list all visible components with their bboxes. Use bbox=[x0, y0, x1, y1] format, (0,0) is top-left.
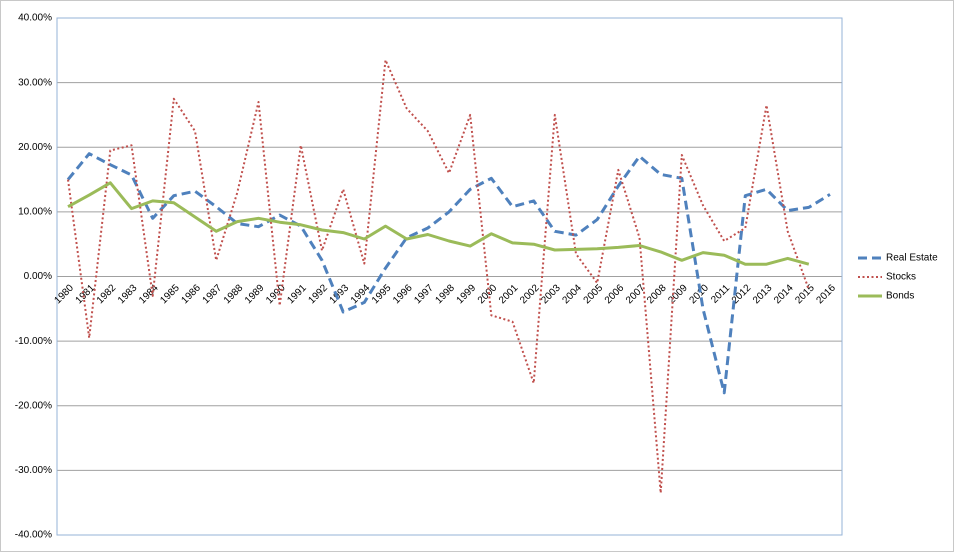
y-tick-label: -40.00% bbox=[15, 530, 52, 541]
legend-label: Bonds bbox=[886, 291, 914, 302]
series-line bbox=[66, 152, 831, 395]
series-line bbox=[67, 181, 810, 266]
plot-border bbox=[56, 17, 843, 536]
y-tick-label: 0.00% bbox=[24, 271, 52, 282]
y-tick-label: -10.00% bbox=[15, 336, 52, 347]
y-tick-label: 10.00% bbox=[18, 207, 52, 218]
y-tick-label: 40.00% bbox=[18, 13, 52, 24]
series-line bbox=[67, 59, 810, 494]
legend-label: Stocks bbox=[886, 272, 916, 283]
y-tick-label: 20.00% bbox=[18, 142, 52, 153]
y-tick-label: 30.00% bbox=[18, 77, 52, 88]
legend-label: Real Estate bbox=[886, 253, 938, 264]
y-tick-label: -30.00% bbox=[15, 465, 52, 476]
y-tick-label: -20.00% bbox=[15, 400, 52, 411]
